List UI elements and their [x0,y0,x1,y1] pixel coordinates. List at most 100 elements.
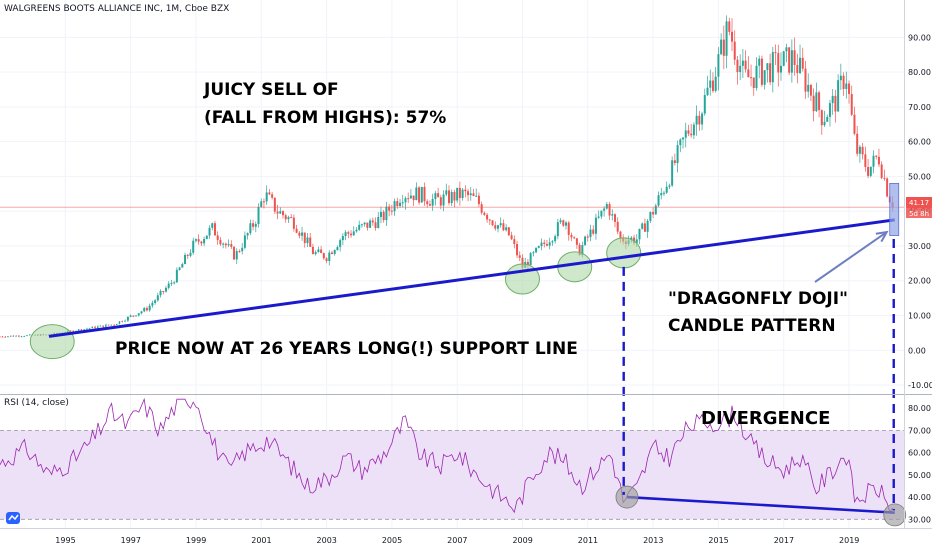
candle-body [1,336,4,338]
candle-body [690,133,693,136]
candle-body [611,214,614,216]
candle-body [178,267,181,270]
candle-body [94,326,96,329]
candle-body [420,186,423,203]
candle-body [883,177,886,179]
candle-body [388,206,391,211]
candle-body [404,198,407,203]
candle-body [758,58,761,66]
candle-body [254,223,257,227]
candle-body [145,308,148,311]
candle-body [453,191,456,201]
candle-body [271,194,274,198]
candle-body [491,220,494,226]
candle-body [279,211,282,214]
candle-body [434,193,437,200]
candle-body [671,160,674,186]
candle-body [706,87,709,96]
candle-body [292,217,295,229]
price-tick-label: 0.00 [908,346,926,355]
candle-body [241,247,244,252]
candle-body [619,231,622,239]
candle-body [260,201,263,208]
candle-body [752,77,755,89]
candle-body [790,50,793,73]
candle-body [799,57,802,73]
candle-body [23,336,25,338]
candle-body [886,178,889,197]
candle-body [181,264,184,268]
candle-body [295,228,298,233]
countdown-value: 5d 8h [909,210,929,218]
candle-body [121,321,123,323]
rsi-series [0,397,893,514]
candle-body [162,291,165,293]
candle-body [208,227,211,236]
time-tick-label: 2001 [251,536,271,545]
candle-body [287,217,290,220]
candle-body [418,187,421,203]
candle-body [390,210,393,212]
candle-body [374,222,377,228]
candle-body [156,295,159,301]
last-price-value: 41.17 [909,199,929,207]
candle-body [88,328,91,330]
candle-body [213,223,216,236]
candle-body [823,121,826,126]
candle-body [788,47,791,73]
candle-body [456,187,459,201]
candle-body [475,195,478,197]
candle-body [769,63,772,83]
rsi-axis[interactable]: 80.00 70.00 60.00 50.00 40.00 30.00 [908,404,931,524]
candle-body [649,212,652,221]
candle-body [589,229,592,238]
candle-body [605,204,608,209]
time-tick-label: 1995 [55,536,75,545]
candle-body [722,39,725,56]
candle-body [711,80,714,91]
candle-body [703,95,706,114]
candle-body [687,130,690,134]
candle-body [219,239,222,245]
candle-body [815,92,818,112]
candle-body [507,227,510,236]
candle-body [238,251,241,253]
support-trendline[interactable] [48,218,895,338]
candle-body [834,95,837,112]
candle-body [828,103,831,117]
candle-body [731,31,734,42]
candle-body [809,84,812,96]
candle-body [396,201,399,207]
candle-body [355,229,358,232]
time-tick-label: 2013 [643,536,663,545]
rsi-divergence-line[interactable] [626,495,895,514]
candle-body [243,235,246,248]
candle-body [273,197,276,212]
candle-body [301,232,304,236]
candle-body [880,164,883,178]
time-axis[interactable]: 1995 1997 1999 2001 2003 2005 2007 2009 2011 2013… [55,536,859,545]
candle-body [472,193,475,196]
candle-body [86,328,88,330]
candle-body [562,220,565,226]
candle-body [668,185,671,187]
candle-body [428,204,431,206]
candle-body [592,229,595,234]
candle-body [265,192,268,202]
candle-body [551,241,554,243]
candle-body [360,224,363,226]
candle-body [480,204,483,213]
price-tick-label: 20.00 [908,277,931,286]
time-tick-label: 2007 [447,536,467,545]
annotation-sell-off-line1: JUICY SELL OF [203,80,339,100]
symbol-title[interactable]: WALGREENS BOOTS ALLIANCE INC, 1M, Cboe B… [4,4,229,14]
candle-body [96,326,99,329]
time-tick-label: 2005 [382,536,402,545]
price-tick-label: 70.00 [908,103,931,112]
rsi-indicator-label[interactable]: RSI (14, close) [4,398,69,408]
candle-body [717,54,720,77]
candle-body [818,92,821,111]
candle-body [496,225,499,229]
price-tick-label: 10.00 [908,312,931,321]
tradingview-logo-icon[interactable] [6,512,20,524]
